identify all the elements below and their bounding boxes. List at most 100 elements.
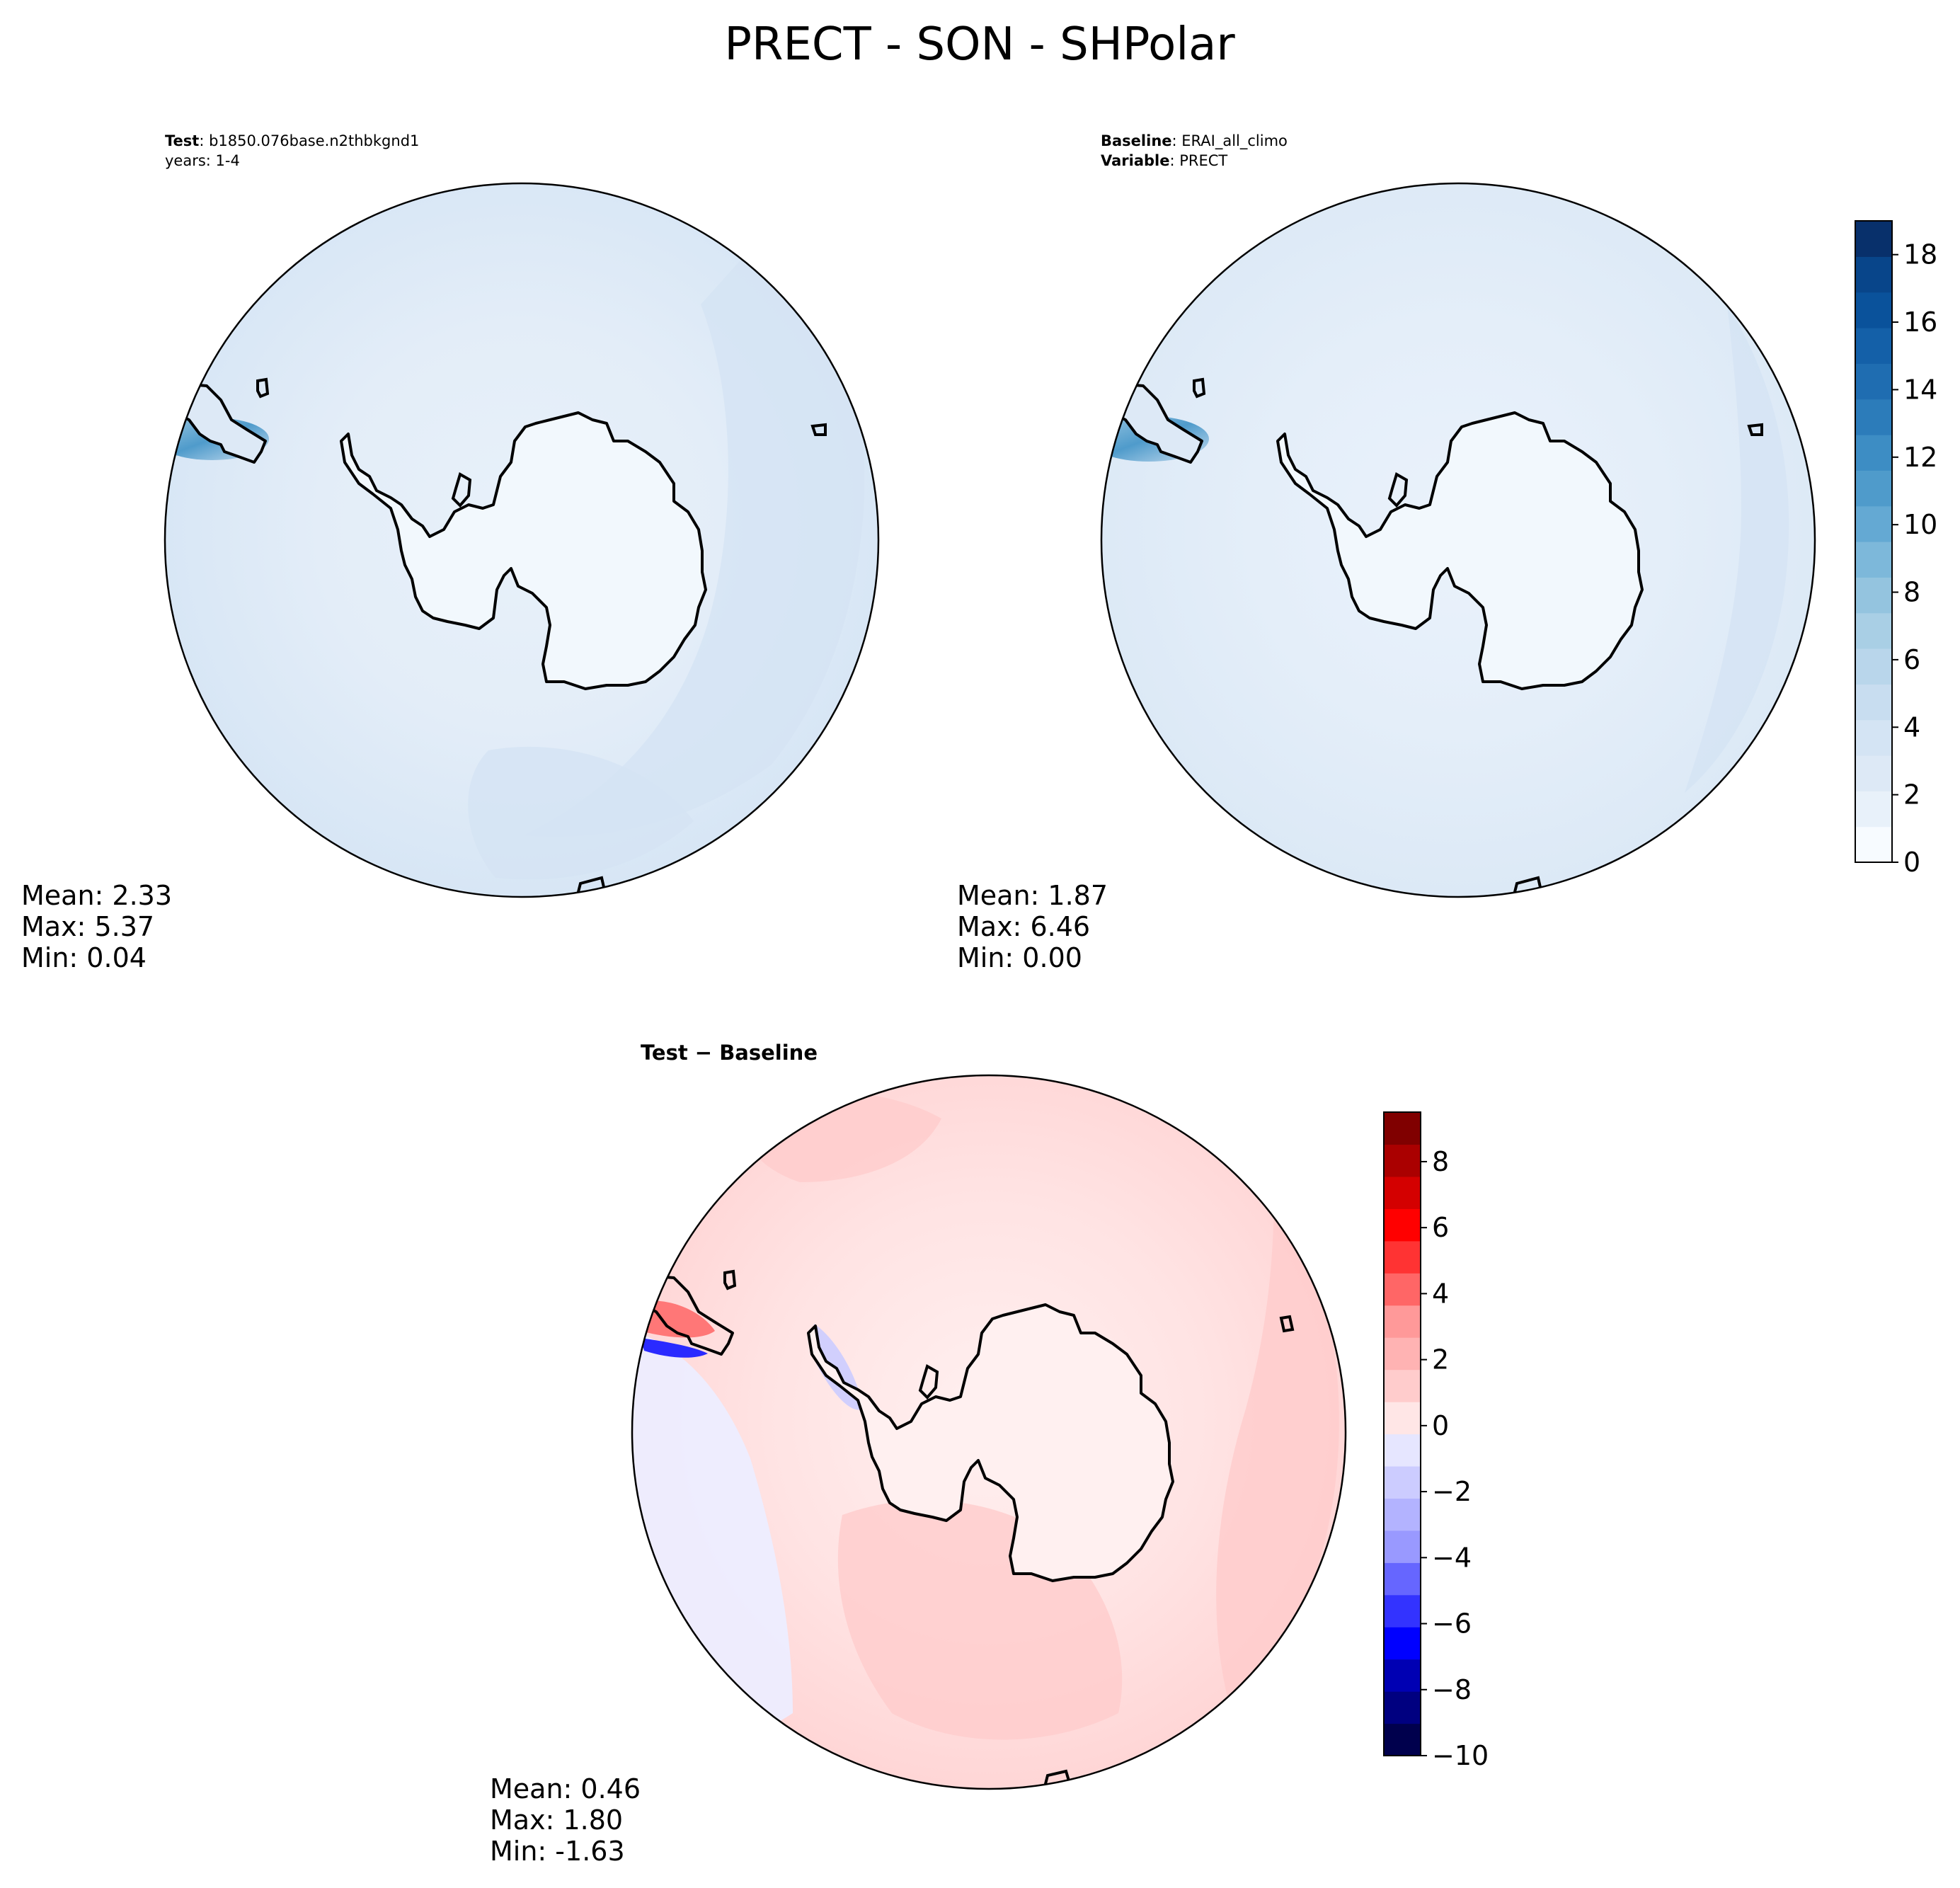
test-continent bbox=[165, 372, 827, 897]
baseline-colorbar-frame bbox=[1855, 220, 1893, 863]
difference-colorbar-swatch bbox=[1384, 1176, 1421, 1209]
difference-colorbar-tick-label: −8 bbox=[1432, 1674, 1472, 1705]
difference-colorbar-swatch bbox=[1384, 1723, 1421, 1756]
baseline-colorbar-tick-label: 0 bbox=[1903, 847, 1920, 878]
difference-map bbox=[632, 1075, 1346, 1789]
test-shade-band bbox=[524, 234, 865, 837]
difference-colorbar-swatch bbox=[1384, 1208, 1421, 1242]
baseline-header-label: Baseline bbox=[1101, 132, 1172, 149]
difference-colorbar-swatch bbox=[1384, 1273, 1421, 1306]
difference-colorbar: −10 −8 −6 −4 −2 0 2 4 6 8 bbox=[1383, 1111, 1489, 1771]
test-island-small bbox=[256, 377, 270, 399]
baseline-colorbar-swatch bbox=[1855, 612, 1892, 649]
difference-colorbar-swatch bbox=[1384, 1434, 1421, 1467]
difference-island-bottom bbox=[1043, 1769, 1072, 1789]
baseline-island-small bbox=[1193, 377, 1206, 399]
difference-colorbar-tick-label: 0 bbox=[1432, 1410, 1449, 1441]
baseline-island-east bbox=[1747, 423, 1763, 436]
difference-south-america bbox=[632, 1264, 734, 1356]
baseline-colorbar-swatch bbox=[1855, 791, 1892, 828]
baseline-colorbar-swatch bbox=[1855, 648, 1892, 685]
difference-positive-east bbox=[1216, 1189, 1339, 1713]
difference-colorbar-swatch bbox=[1384, 1594, 1421, 1627]
baseline-island-ice bbox=[1387, 472, 1409, 508]
baseline-stat-mean: Mean: 1.87 bbox=[957, 880, 1108, 911]
test-antarctica bbox=[340, 411, 707, 690]
baseline-colorbar-swatch bbox=[1855, 719, 1892, 756]
test-stat-mean: Mean: 2.33 bbox=[21, 880, 172, 911]
baseline-colorbar-swatch bbox=[1855, 328, 1892, 364]
difference-colorbar-tick-label: −10 bbox=[1432, 1740, 1489, 1771]
difference-colorbar-swatch bbox=[1384, 1659, 1421, 1692]
baseline-colorbar-swatch bbox=[1855, 577, 1892, 614]
baseline-variable-value: : PRECT bbox=[1169, 152, 1227, 169]
difference-colorbar-swatch bbox=[1384, 1337, 1421, 1371]
difference-colorbar-tick-label: 4 bbox=[1432, 1278, 1449, 1309]
difference-colorbar-swatch bbox=[1384, 1402, 1421, 1435]
difference-stat-max: Max: 1.80 bbox=[490, 1804, 623, 1836]
difference-colorbar-frame bbox=[1383, 1111, 1421, 1756]
baseline-colorbar-swatch bbox=[1855, 826, 1892, 863]
difference-island-ice bbox=[918, 1364, 939, 1400]
baseline-colorbar-swatch bbox=[1855, 221, 1892, 257]
baseline-colorbar-tick-label: 12 bbox=[1903, 442, 1937, 473]
baseline-antarctica bbox=[1276, 411, 1644, 690]
baseline-colorbar-swatch bbox=[1855, 684, 1892, 721]
difference-colorbar-tick-label: −2 bbox=[1432, 1476, 1472, 1507]
baseline-colorbar-swatch bbox=[1855, 542, 1892, 578]
baseline-colorbar: 0 2 4 6 8 10 12 14 16 18 bbox=[1855, 220, 1937, 878]
baseline-header-line1: Baseline: ERAI_all_climo bbox=[1101, 132, 1288, 150]
difference-colorbar-swatch bbox=[1384, 1530, 1421, 1563]
baseline-colorbar-tick-label: 18 bbox=[1903, 239, 1937, 270]
baseline-colorbar-tick-label: 14 bbox=[1903, 374, 1937, 405]
baseline-variable-label: Variable bbox=[1101, 152, 1169, 169]
baseline-header-line2: Variable: PRECT bbox=[1101, 152, 1227, 169]
baseline-map-boundary bbox=[1100, 182, 1816, 898]
test-map bbox=[165, 183, 878, 897]
difference-colorbar-swatch bbox=[1384, 1465, 1421, 1499]
test-map-boundary bbox=[164, 182, 880, 898]
difference-map-boundary bbox=[631, 1074, 1347, 1790]
baseline-map bbox=[1101, 183, 1815, 897]
difference-positive-anomaly bbox=[637, 1300, 715, 1338]
difference-antarctica bbox=[807, 1303, 1174, 1582]
difference-colorbar-swatch bbox=[1384, 1691, 1421, 1724]
difference-colorbar-tick-label: 8 bbox=[1432, 1146, 1449, 1177]
test-stat-min: Min: 0.04 bbox=[21, 942, 147, 973]
baseline-colorbar-tick-label: 8 bbox=[1903, 577, 1920, 608]
test-header-label: Test bbox=[165, 132, 199, 149]
difference-colorbar-tick-label: −4 bbox=[1432, 1542, 1472, 1573]
test-panel: Test: b1850.076base.n2thbkgnd1 years: 1-… bbox=[21, 132, 880, 973]
figure-title: PRECT - SON - SHPolar bbox=[724, 18, 1235, 71]
difference-colorbar-swatch bbox=[1384, 1562, 1421, 1596]
difference-colorbar-swatch bbox=[1384, 1240, 1421, 1274]
difference-colorbar-tick-label: −6 bbox=[1432, 1608, 1472, 1640]
test-island-bottom bbox=[575, 876, 607, 897]
difference-colorbar-swatch bbox=[1384, 1144, 1421, 1177]
difference-stat-mean: Mean: 0.46 bbox=[490, 1773, 641, 1804]
baseline-colorbar-tick-label: 10 bbox=[1903, 509, 1937, 540]
difference-colorbar-swatch bbox=[1384, 1627, 1421, 1660]
baseline-island-bottom bbox=[1512, 876, 1543, 897]
baseline-colorbar-swatch bbox=[1855, 363, 1892, 400]
test-header-value: : b1850.076base.n2thbkgnd1 bbox=[199, 132, 419, 149]
baseline-colorbar-swatch bbox=[1855, 435, 1892, 471]
baseline-stat-max: Max: 6.46 bbox=[957, 911, 1090, 942]
test-header-line2: years: 1-4 bbox=[165, 152, 240, 169]
difference-negative-anomaly bbox=[641, 1338, 708, 1358]
baseline-header-value: : ERAI_all_climo bbox=[1172, 132, 1288, 150]
test-island-east bbox=[810, 423, 827, 436]
difference-colorbar-swatch bbox=[1384, 1112, 1421, 1145]
baseline-colorbar-swatch bbox=[1855, 399, 1892, 435]
difference-colorbar-tick-label: 6 bbox=[1432, 1212, 1449, 1243]
test-stat-max: Max: 5.37 bbox=[21, 911, 154, 942]
difference-stat-min: Min: -1.63 bbox=[490, 1836, 625, 1867]
difference-colorbar-swatch bbox=[1384, 1498, 1421, 1531]
difference-colorbar-tick-label: 2 bbox=[1432, 1344, 1449, 1375]
test-shade-lower bbox=[468, 746, 694, 880]
difference-title: Test − Baseline bbox=[641, 1041, 818, 1065]
difference-panel: Test − Baseline −10 −8 −6 −4 −2 0 2 4 6 8 Mean: 0… bbox=[490, 1041, 1489, 1867]
baseline-colorbar-swatch bbox=[1855, 505, 1892, 542]
baseline-colorbar-tick-label: 6 bbox=[1903, 644, 1920, 675]
